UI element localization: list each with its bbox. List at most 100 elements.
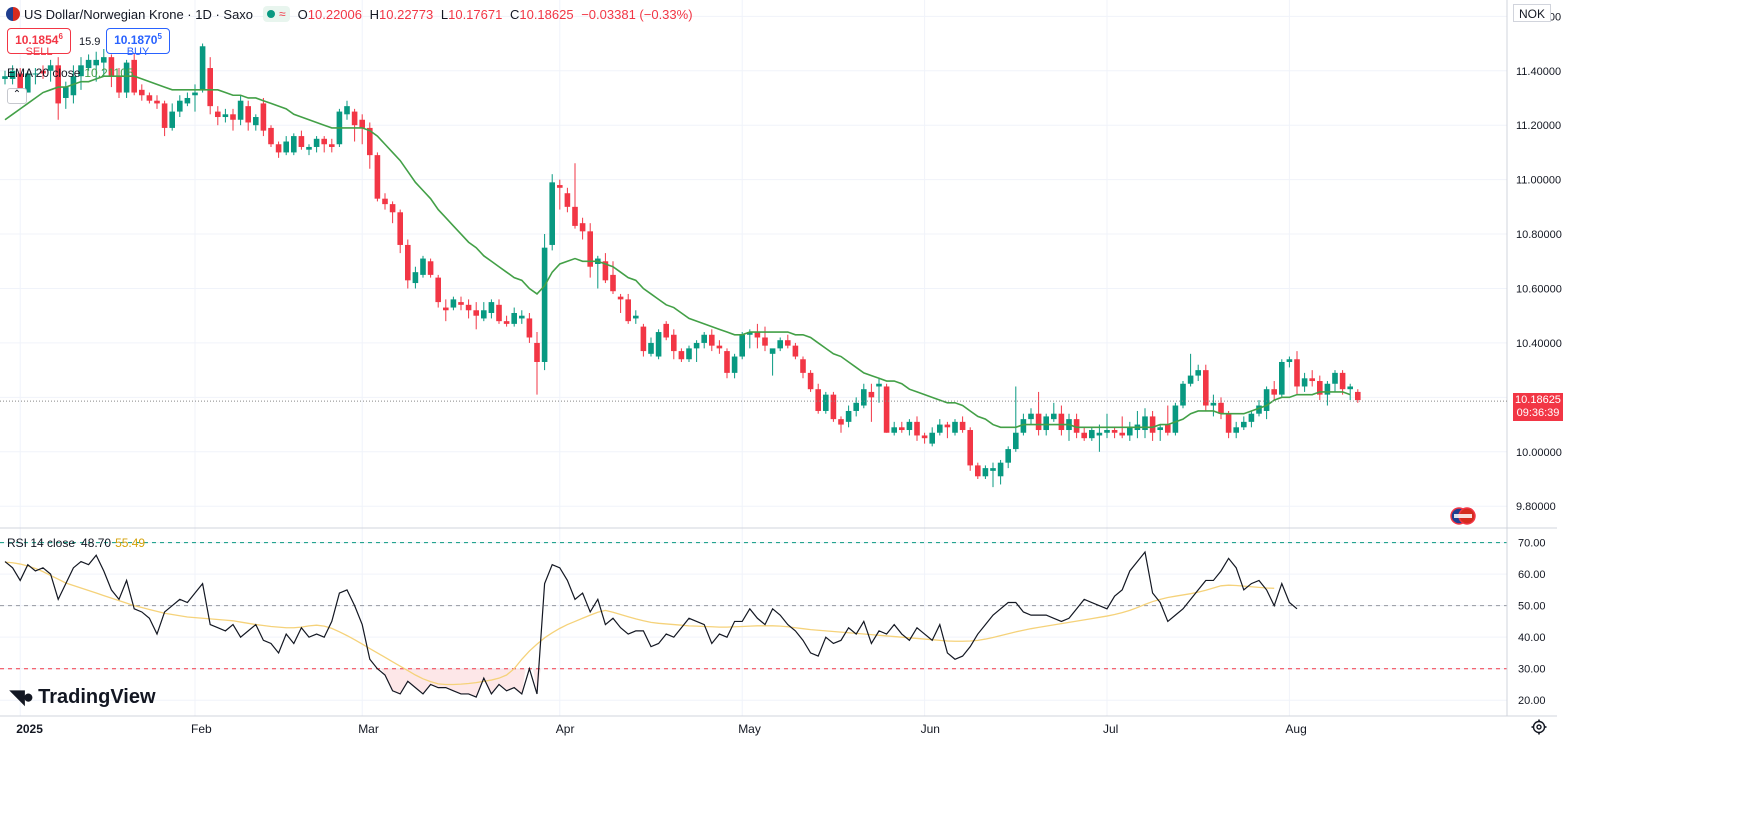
candle-body bbox=[17, 73, 23, 90]
candle-body bbox=[420, 258, 426, 275]
gear-icon[interactable] bbox=[1531, 719, 1547, 735]
candle-body bbox=[9, 70, 16, 79]
candle-body bbox=[412, 272, 419, 284]
candle-body bbox=[1035, 413, 1042, 431]
candle-body bbox=[154, 100, 160, 104]
candle-body bbox=[845, 410, 852, 422]
candle-body bbox=[78, 65, 84, 77]
candle-body bbox=[2, 76, 8, 79]
candle-body bbox=[177, 100, 183, 112]
candle-body bbox=[1301, 378, 1308, 387]
candle-body bbox=[655, 332, 662, 357]
candle-body bbox=[853, 402, 859, 411]
candle-body bbox=[1279, 361, 1285, 395]
market-status-pill[interactable]: ≈ bbox=[263, 6, 290, 22]
candle-body bbox=[724, 351, 730, 373]
candle-body bbox=[503, 321, 510, 324]
tradingview-mark-icon: ◥● bbox=[10, 687, 34, 708]
close-value: 10.18625 bbox=[519, 6, 574, 22]
candle-body bbox=[633, 315, 639, 319]
candle-body bbox=[678, 351, 685, 360]
rsi-ma-line bbox=[4, 561, 1275, 686]
candle-body bbox=[1172, 405, 1179, 433]
candle-body bbox=[921, 435, 928, 439]
buy-price: 10.1870 bbox=[114, 33, 158, 47]
candle-body bbox=[351, 111, 358, 126]
events-flags-icon[interactable] bbox=[1448, 507, 1478, 525]
candle-body bbox=[161, 103, 168, 128]
candle-body bbox=[534, 342, 540, 362]
candle-body bbox=[997, 462, 1004, 477]
currency-unit-button[interactable]: NOK bbox=[1513, 4, 1551, 22]
rsi-line bbox=[4, 550, 1298, 698]
chevron-up-icon: ⌃ bbox=[12, 89, 22, 100]
candle-body bbox=[1294, 359, 1300, 387]
candle-body bbox=[443, 307, 449, 311]
candle-body bbox=[488, 302, 495, 313]
candle-body bbox=[1104, 430, 1110, 433]
candle-body bbox=[861, 389, 867, 406]
price-tick-label: 10.80000 bbox=[1516, 229, 1562, 241]
candle-body bbox=[830, 394, 837, 420]
candle-body bbox=[1256, 405, 1262, 414]
candle-body bbox=[207, 68, 213, 107]
time-tick-label: Apr bbox=[556, 722, 575, 736]
ema-legend-title: EMA 20 close bbox=[7, 66, 81, 80]
candle-body bbox=[762, 337, 768, 346]
candle-body bbox=[1180, 383, 1186, 406]
candle-body bbox=[298, 136, 305, 147]
candle-body bbox=[1187, 375, 1194, 384]
candle-body bbox=[1355, 391, 1361, 401]
candle-body bbox=[313, 138, 320, 147]
candle-body bbox=[367, 127, 373, 156]
candle-body bbox=[883, 386, 890, 433]
candle-body bbox=[146, 95, 153, 101]
buy-button[interactable]: 10.18705 BUY bbox=[106, 28, 170, 58]
candle-body bbox=[899, 427, 905, 431]
candle-body bbox=[1271, 389, 1277, 395]
candle-body bbox=[511, 312, 517, 324]
candle-body bbox=[519, 315, 525, 319]
candle-body bbox=[526, 318, 533, 338]
ema-line bbox=[4, 75, 1351, 429]
candle-body bbox=[914, 421, 920, 436]
candle-body bbox=[496, 304, 502, 322]
rsi-legend[interactable]: RSI 14 close 48.70 55.49 bbox=[7, 536, 145, 550]
candle-body bbox=[1005, 449, 1011, 463]
ema-legend[interactable]: EMA 20 close 10.21105 bbox=[7, 66, 134, 80]
candle-body bbox=[777, 340, 783, 349]
candle-body bbox=[123, 62, 130, 93]
candle-body bbox=[747, 332, 753, 335]
approx-icon: ≈ bbox=[279, 7, 286, 21]
time-tick-label: May bbox=[738, 722, 761, 736]
sell-button[interactable]: 10.18546 SELL bbox=[7, 28, 71, 58]
candle-body bbox=[792, 345, 799, 357]
high-value: 10.22773 bbox=[379, 6, 434, 22]
candle-body bbox=[1218, 402, 1224, 414]
time-tick-label: 2025 bbox=[16, 722, 43, 736]
candle-body bbox=[1339, 372, 1346, 390]
ema-20-line bbox=[4, 75, 1351, 429]
symbol-title[interactable]: US Dollar/Norwegian Krone · 1D · Saxo bbox=[24, 6, 254, 22]
candle-body bbox=[868, 391, 875, 398]
candle-body bbox=[306, 146, 312, 150]
rsi-axis[interactable]: 20.00 30.00 40.00 50.00 60.00 70.00 bbox=[1518, 538, 1546, 708]
tradingview-logo[interactable]: ◥● TradingView bbox=[10, 686, 156, 709]
candle-body bbox=[800, 359, 806, 373]
candle-body bbox=[671, 334, 677, 352]
price-axis[interactable]: 9.8000010.0000010.2000010.4000010.600001… bbox=[1516, 11, 1562, 513]
collapse-legend-button[interactable]: ⌃ bbox=[7, 88, 27, 104]
candle-body bbox=[1111, 430, 1118, 433]
spread-value: 15.9 bbox=[79, 36, 101, 48]
candle-body bbox=[693, 342, 700, 349]
rsi-legend-value: 48.70 bbox=[81, 536, 112, 550]
candle-body bbox=[32, 73, 39, 75]
time-axis[interactable]: 2025 Feb Mar Apr May Jun Jul Aug bbox=[16, 722, 1307, 736]
candle-body bbox=[329, 144, 335, 147]
last-price-value: 10.18625 bbox=[1515, 394, 1561, 406]
candle-body bbox=[253, 117, 259, 126]
candle-body bbox=[716, 345, 723, 349]
candle-body bbox=[1324, 383, 1331, 395]
candle-body bbox=[458, 302, 464, 305]
